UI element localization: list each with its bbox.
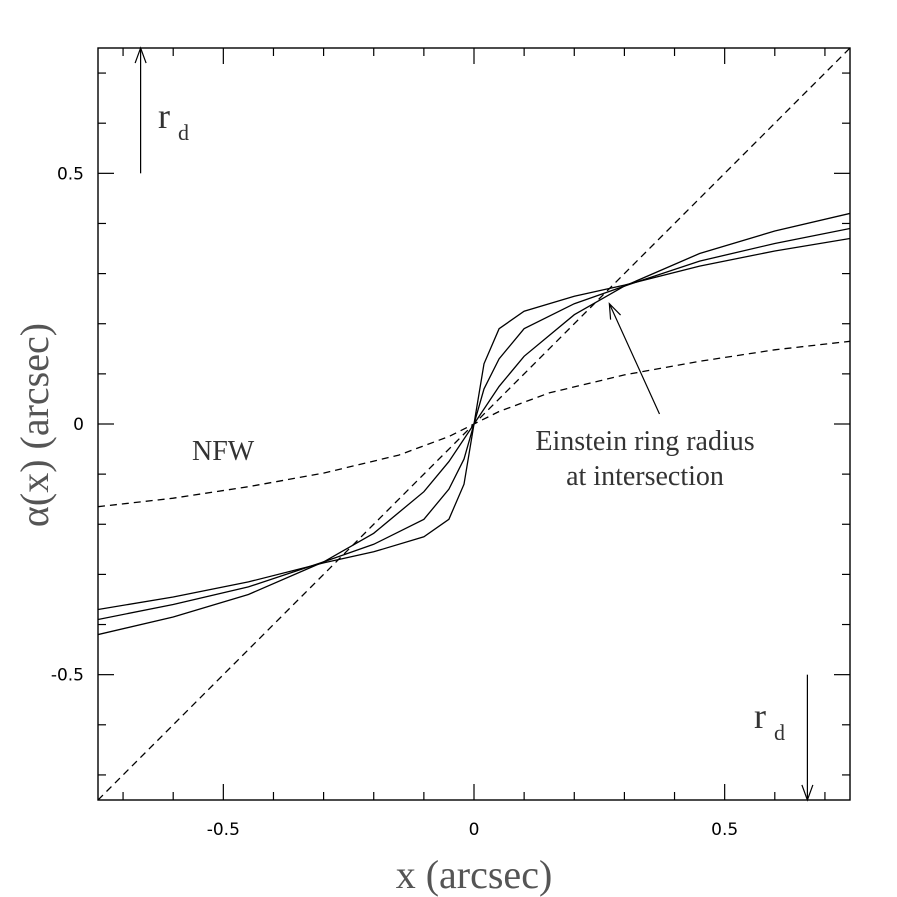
einstein-label-line2: at intersection (566, 461, 724, 492)
rd-top-label: r (158, 96, 170, 136)
tick-marks (98, 48, 850, 800)
x-axis-title: x (arcsec) (396, 852, 553, 897)
rd-top-subscript: d (178, 120, 189, 145)
einstein-label-line1: Einstein ring radius (535, 426, 754, 457)
rd-bottom-subscript: d (774, 720, 785, 745)
x-tick-label: -0.5 (207, 820, 240, 840)
y-tick-label: 0 (73, 415, 84, 435)
nfw-label: NFW (192, 436, 255, 467)
series-model-3 (98, 237, 850, 611)
rd-bottom-arrow-head (801, 784, 814, 802)
y-axis-title: α(x) (arcsec) (12, 323, 57, 527)
rd-bottom-label: r (754, 696, 766, 736)
einstein-arrow-shaft (608, 303, 661, 415)
y-tick-label: -0.5 (51, 666, 84, 686)
x-tick-label: 0.5 (711, 820, 738, 840)
rd-top-arrow-head (134, 46, 147, 64)
tick-labels: -0.5 0 0.5 -0.5 0 0.5 (51, 164, 738, 840)
y-tick-label: 0.5 (57, 164, 84, 184)
einstein-arrow-head (608, 302, 622, 320)
x-tick-label: 0 (469, 820, 480, 840)
series-lines (98, 48, 850, 800)
